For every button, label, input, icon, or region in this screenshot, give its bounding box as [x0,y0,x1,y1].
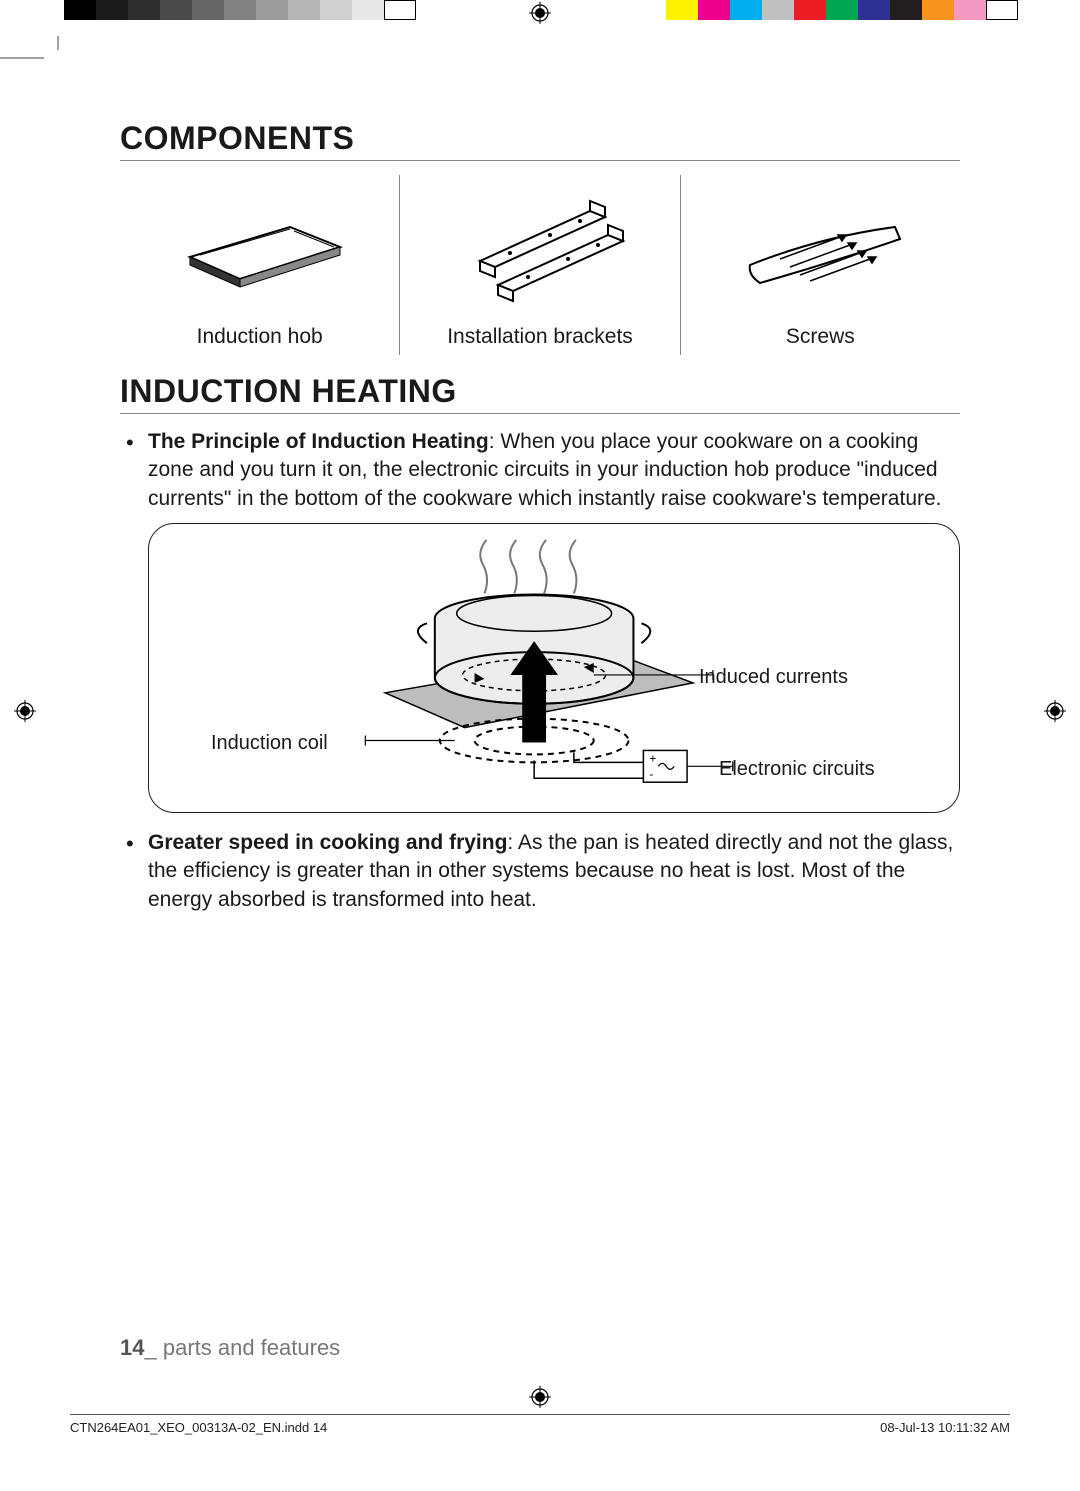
diagram-label-induced-currents: Induced currents [699,664,848,691]
footer-section: parts and features [163,1335,340,1360]
svg-text:+: + [649,751,656,765]
component-cell: Induction hob [120,175,399,355]
diagram-label-induction-coil: Induction coil [211,730,328,757]
swatch [224,0,256,20]
installation-brackets-icon [400,175,679,319]
registration-mark-icon [14,700,36,727]
swatch [384,0,416,20]
grayscale-swatches [64,0,416,32]
registration-mark-icon [529,2,551,29]
print-filename: CTN264EA01_XEO_00313A-02_EN.indd 14 [70,1420,327,1435]
crop-mark-icon [0,36,70,66]
swatch [288,0,320,20]
components-row: Induction hob [120,175,960,355]
diagram-label-electronic-circuits: Electronic circuits [719,756,875,783]
induction-hob-icon [120,175,399,319]
component-label: Screws [786,325,855,349]
screws-icon [681,175,960,319]
swatch [730,0,762,20]
registration-mark-icon [1044,700,1066,727]
swatch [160,0,192,20]
swatch [858,0,890,20]
swatch [826,0,858,20]
swatch [794,0,826,20]
swatch [128,0,160,20]
swatch [192,0,224,20]
bullet-lede: Greater speed in cooking and frying [148,831,507,854]
print-meta-bar: CTN264EA01_XEO_00313A-02_EN.indd 14 08-J… [70,1414,1010,1435]
page-number: 14 [120,1335,144,1360]
swatch [666,0,698,20]
list-item: The Principle of Induction Heating: When… [148,428,960,813]
section-heading-components: COMPONENTS [120,120,960,161]
swatch [64,0,96,20]
swatch [352,0,384,20]
component-label: Induction hob [197,325,323,349]
svg-text:-: - [649,767,653,781]
induction-diagram: + - Induced currents [148,523,960,813]
list-item: Greater speed in cooking and frying: As … [148,829,960,914]
swatch [96,0,128,20]
component-cell: Screws [680,175,960,355]
swatch [890,0,922,20]
section-heading-induction-heating: INDUCTION HEATING [120,373,960,414]
color-swatches [666,0,1018,32]
swatch [256,0,288,20]
swatch [762,0,794,20]
component-label: Installation brackets [447,325,633,349]
footer-sep: _ [144,1335,162,1360]
swatch [922,0,954,20]
swatch [320,0,352,20]
page-footer: 14_ parts and features [120,1335,340,1361]
swatch [986,0,1018,20]
print-datetime: 08-Jul-13 10:11:32 AM [880,1420,1010,1435]
bullet-list: The Principle of Induction Heating: When… [120,428,960,914]
component-cell: Installation brackets [399,175,679,355]
swatch [954,0,986,20]
document-page: COMPONENTS Induction hob [70,60,1010,1391]
swatch [698,0,730,20]
bullet-lede: The Principle of Induction Heating [148,430,489,453]
